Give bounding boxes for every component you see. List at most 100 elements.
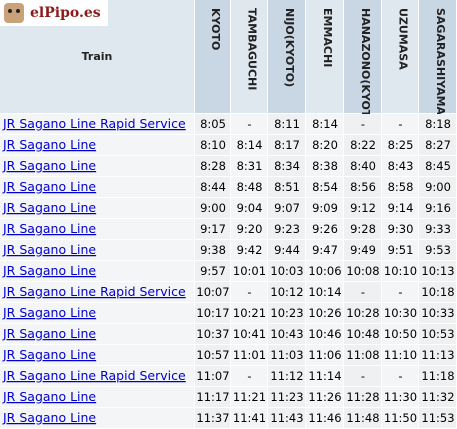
time: 9:28: [350, 222, 376, 236]
time: 11:53: [421, 411, 454, 425]
header-station: EMMACHI: [321, 8, 334, 67]
cell: [382, 303, 418, 323]
cell: [344, 198, 381, 218]
time: -: [361, 117, 365, 131]
cell: [195, 135, 230, 155]
cell: [268, 261, 305, 281]
cell: [382, 408, 418, 428]
cell: [231, 408, 267, 428]
train-link[interactable]: JR Sagano Line: [2, 137, 96, 152]
time: 8:17: [274, 138, 300, 152]
time: 10:23: [270, 306, 303, 320]
time: 11:03: [270, 348, 303, 362]
time: 8:58: [388, 180, 414, 194]
cell: [231, 156, 267, 176]
cell: [0, 135, 194, 155]
time: 10:01: [233, 264, 266, 278]
time: 10:41: [233, 327, 266, 341]
header-cell: [419, 0, 456, 113]
cell: [419, 303, 456, 323]
time: 10:46: [308, 327, 341, 341]
cell: [0, 198, 194, 218]
time: 11:10: [384, 348, 417, 362]
train-link[interactable]: JR Sagano Line: [2, 158, 96, 173]
time: 10:30: [384, 306, 417, 320]
time: 10:12: [270, 285, 303, 299]
cell: [0, 324, 194, 344]
train-link[interactable]: JR Sagano Line Rapid Service: [2, 116, 186, 131]
time: 8:44: [200, 180, 226, 194]
train-link[interactable]: JR Sagano Line: [2, 347, 96, 362]
cell: [0, 177, 194, 197]
header-station: UZUMASA: [397, 8, 410, 70]
cell: [419, 156, 456, 176]
time: 11:41: [233, 411, 266, 425]
train-link[interactable]: JR Sagano Line: [2, 242, 96, 257]
cell: [344, 177, 381, 197]
time: 8:05: [200, 117, 226, 131]
header-cell: [268, 0, 305, 113]
cell: [231, 282, 267, 302]
cell: [0, 156, 194, 176]
cell: [306, 156, 343, 176]
train-link[interactable]: JR Sagano Line: [2, 389, 96, 404]
cell: [419, 387, 456, 407]
time: 10:13: [421, 264, 454, 278]
cell: [231, 366, 267, 386]
cell: [306, 366, 343, 386]
time: 8:10: [200, 138, 226, 152]
time: 9:57: [200, 264, 226, 278]
cell: [306, 135, 343, 155]
time: 9:04: [237, 201, 263, 215]
train-link[interactable]: JR Sagano Line: [2, 263, 96, 278]
time: 11:32: [421, 390, 454, 404]
time: 10:48: [346, 327, 379, 341]
cell: [268, 303, 305, 323]
cell: [419, 135, 456, 155]
train-link[interactable]: JR Sagano Line: [2, 179, 96, 194]
logo-eye: [8, 9, 12, 13]
time: 11:48: [346, 411, 379, 425]
cell: [382, 114, 418, 134]
time: 11:43: [270, 411, 303, 425]
time: 10:10: [384, 264, 417, 278]
cell: [268, 114, 305, 134]
time: 9:17: [200, 222, 226, 236]
time: 9:38: [200, 243, 226, 257]
logo-eye: [16, 9, 20, 13]
train-link[interactable]: JR Sagano Line Rapid Service: [2, 368, 186, 383]
time: 10:50: [384, 327, 417, 341]
cell: [268, 366, 305, 386]
time: 11:50: [384, 411, 417, 425]
cell: [195, 261, 230, 281]
cell: [306, 303, 343, 323]
train-link[interactable]: JR Sagano Line: [2, 326, 96, 341]
cell: [231, 303, 267, 323]
cell: [344, 345, 381, 365]
cell: [419, 261, 456, 281]
cell: [0, 240, 194, 260]
time: 10:06: [308, 264, 341, 278]
train-link[interactable]: JR Sagano Line: [2, 305, 96, 320]
time: 10:03: [270, 264, 303, 278]
cell: [195, 387, 230, 407]
time: 10:18: [421, 285, 454, 299]
train-link[interactable]: JR Sagano Line: [2, 410, 96, 425]
cell: [306, 198, 343, 218]
train-link[interactable]: JR Sagano Line: [2, 221, 96, 236]
cell: [195, 177, 230, 197]
time: 9:33: [425, 222, 451, 236]
time: 10:14: [308, 285, 341, 299]
train-link[interactable]: JR Sagano Line Rapid Service: [2, 284, 186, 299]
time: 11:01: [233, 348, 266, 362]
time: -: [247, 285, 251, 299]
cell: [231, 219, 267, 239]
train-link[interactable]: JR Sagano Line: [2, 200, 96, 215]
cell: [268, 219, 305, 239]
header-cell: [306, 0, 343, 113]
cell: [195, 408, 230, 428]
time: 8:22: [350, 138, 376, 152]
cell: [306, 282, 343, 302]
cell: [306, 240, 343, 260]
time: 9:30: [388, 222, 414, 236]
